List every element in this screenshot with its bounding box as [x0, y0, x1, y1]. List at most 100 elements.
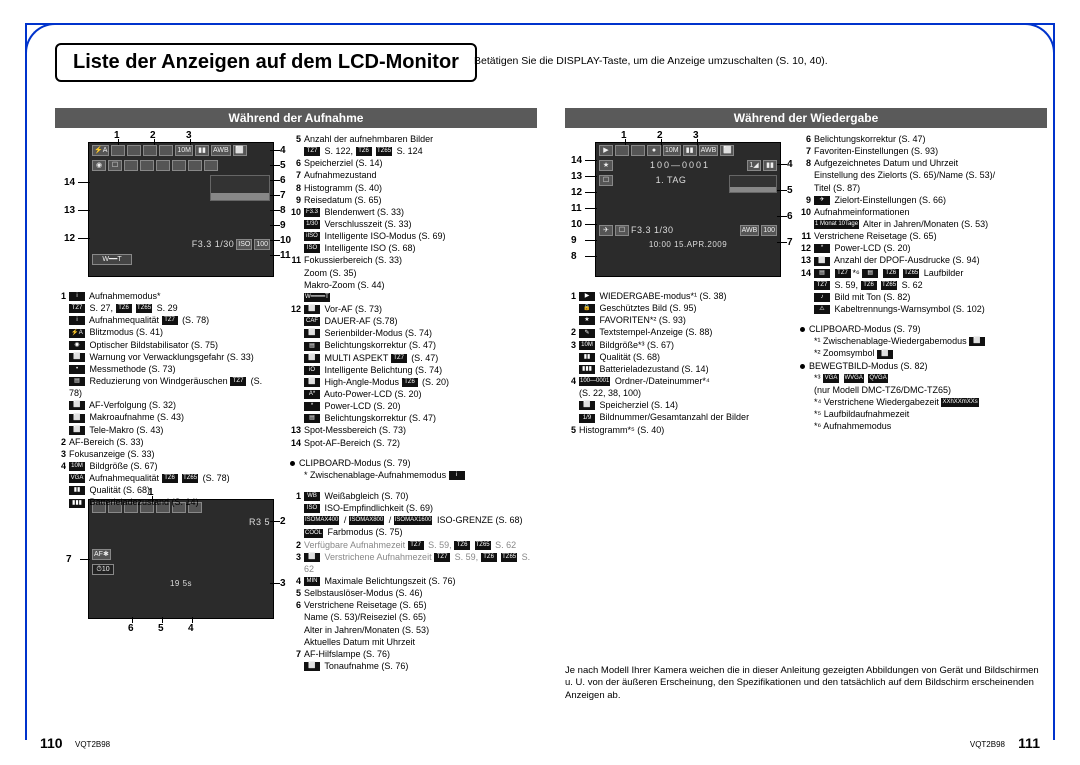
callout-leader — [270, 225, 280, 226]
lcd-status-icon: ▮▮ — [195, 145, 209, 156]
callout-number: 3 — [280, 578, 286, 589]
list-item: 1▶ WIEDERGABE-modus*¹ (S. 38) — [565, 290, 793, 302]
callout-number: 4 — [188, 623, 194, 634]
list-item: *⁶ Aufnahmemodus — [800, 420, 1038, 432]
callout-leader — [192, 617, 193, 623]
callout-number: 7 — [66, 554, 72, 565]
list-item: 1/9 Bildnummer/Gesamtanzahl der Bilder — [565, 411, 793, 423]
callout-number: 6 — [280, 175, 286, 186]
callout-leader — [270, 165, 280, 166]
list-item: 10Aufnahmeinformationen — [800, 206, 1038, 218]
list-item: iISO Intelligente ISO-Modus (S. 69) — [290, 230, 534, 242]
list-item: ⬜ Makroaufnahme (S. 43) — [55, 411, 270, 423]
lcd2-exp: F3.3 1/30 — [631, 225, 674, 236]
callout-leader — [585, 224, 597, 225]
list-item: *⁴ Verstrichene Wiedergabezeit XXhXXmXXs — [800, 396, 1038, 408]
vqt-right: VQT2B98 — [970, 740, 1005, 749]
list-item: * Zwischenablage-Aufnahmemodus i — [290, 469, 534, 481]
list-item: Titel (S. 87) — [800, 182, 1038, 194]
lcd2-plane-icon: ✈ — [599, 225, 613, 236]
lcd3-bottom: 19 5s — [170, 579, 192, 588]
callout-number: 13 — [571, 171, 582, 182]
frame-right — [1053, 23, 1055, 740]
list-item: ▤ Belichtungskorrektur (S. 47) — [290, 339, 534, 351]
callout-number: 5 — [158, 623, 164, 634]
callout-number: 7 — [787, 237, 793, 248]
callout-leader — [270, 521, 280, 522]
lcd-recording-sub: R3 5 AF✱ ⏱10 19 5s — [88, 499, 274, 619]
lcd-status-icon — [111, 145, 125, 156]
list-item: 7Aufnahmezustand — [290, 169, 534, 181]
list-item: CLIPBOARD-Modus (S. 79) — [800, 323, 1038, 335]
lcd1-bottom-text: F3.3 1/30 — [192, 239, 235, 250]
list-item: Zoom (S. 35) — [290, 267, 534, 279]
lcd-status-icon — [615, 145, 629, 156]
list-playback-right: 6Belichtungskorrektur (S. 47)7Favoriten-… — [800, 133, 1038, 432]
callout-number: 9 — [280, 220, 286, 231]
list-item: 6Verstrichene Reisetage (S. 65) — [290, 599, 534, 611]
list-item: *³ VGA WVGA QVGA — [800, 372, 1038, 384]
callout-number: 14 — [64, 177, 75, 188]
callout-number: 6 — [787, 211, 793, 222]
list-item: Aktuelles Datum mit Uhrzeit — [290, 636, 534, 648]
list-item: 3Fokusanzeige (S. 33) — [55, 448, 270, 460]
list-item: 8Histogramm (S. 40) — [290, 182, 534, 194]
callout-leader — [661, 139, 662, 145]
callout-number: 12 — [571, 187, 582, 198]
lcd-status-icon — [159, 145, 173, 156]
list-item: BEWEGTBILD-Modus (S. 82) — [800, 360, 1038, 372]
list-item: ◉ Optischer Bildstabilisator (S. 75) — [55, 339, 270, 351]
callout-leader — [585, 256, 597, 257]
list-item: 9Reisedatum (S. 65) — [290, 194, 534, 206]
list-item: TZ7 S. 122, TZ6 TZ65 S. 124 — [290, 145, 534, 157]
lcd-status-icon: 10M — [175, 145, 193, 156]
lcd2-folder: 100—0001 — [650, 160, 710, 171]
lcd-status-icon: ⬜ — [233, 145, 247, 156]
callout-leader — [585, 240, 597, 241]
lcd-status-icon — [631, 145, 645, 156]
lcd2-time: 10:00 15.APR.2009 — [649, 240, 727, 249]
list-item: 5Anzahl der aufnehmbaren Bilder — [290, 133, 534, 145]
lcd-status-icon: ▮▮ — [683, 145, 697, 156]
list-item: 11Fokussierbereich (S. 33) — [290, 254, 534, 266]
frame-top — [25, 23, 1055, 25]
list-item: ▤ Reduzierung von Windgeräuschen TZ7 (S.… — [55, 375, 270, 399]
callout-number: 5 — [787, 185, 793, 196]
callout-leader — [270, 150, 280, 151]
list-item: 410M Bildgröße (S. 67) — [55, 460, 270, 472]
list-item: ♪ Bild mit Ton (S. 82) — [800, 291, 1038, 303]
callout-leader — [80, 559, 90, 560]
callout-number: 14 — [571, 155, 582, 166]
callout-leader — [585, 176, 597, 177]
list-item: 13⬜ Anzahl der DPOF-Ausdrucke (S. 94) — [800, 254, 1038, 266]
callout-number: 4 — [280, 145, 286, 156]
list-item: ⬜ Speicherziel (S. 14) — [565, 399, 793, 411]
section-header-recording: Während der Aufnahme — [55, 108, 537, 128]
callout-leader — [777, 242, 787, 243]
list-item: CAF DAUER-AF (S.78) — [290, 315, 534, 327]
list-item: ISOMAX400 / ISOMAX800 / ISOMAX1600 ISO-G… — [290, 514, 534, 526]
list-item: 13Spot-Messbereich (S. 73) — [290, 424, 534, 436]
list-item: 6Speicherziel (S. 14) — [290, 157, 534, 169]
list-item: 2Verfügbare Aufnahmezeit TZ7 S. 59, TZ6 … — [290, 539, 534, 551]
lcd-status-icon: ☐ — [108, 160, 122, 171]
callout-leader — [162, 617, 163, 623]
list-item: TZ7 S. 59, TZ6 TZ65 S. 62 — [800, 279, 1038, 291]
callout-leader — [777, 216, 787, 217]
callout-number: 4 — [787, 159, 793, 170]
callout-leader — [777, 190, 787, 191]
list-item: *² Zoomsymbol ⬜ — [800, 347, 1038, 359]
callout-leader — [78, 210, 90, 211]
list-playback-left: 1▶ WIEDERGABE-modus*¹ (S. 38)🔒 Geschützt… — [565, 290, 793, 436]
list-item: 14Spot-AF-Bereich (S. 72) — [290, 437, 534, 449]
list-item: 12⬜ Vor-AF (S. 73) — [290, 303, 534, 315]
lcd2-day: 1. TAG — [656, 175, 687, 193]
callout-leader — [270, 583, 280, 584]
list-item: Name (S. 53)/Reiseziel (S. 65) — [290, 611, 534, 623]
list-item: ▮▮ Qualität (S. 68) — [55, 484, 270, 496]
list-item: ⬜ MULTI ASPEKT TZ7 (S. 47) — [290, 352, 534, 364]
list-item: 1WB Weißabgleich (S. 70) — [290, 490, 534, 502]
lcd3-af-icon: AF✱ — [92, 549, 111, 560]
callout-leader — [78, 238, 90, 239]
lcd-status-icon — [204, 160, 218, 171]
